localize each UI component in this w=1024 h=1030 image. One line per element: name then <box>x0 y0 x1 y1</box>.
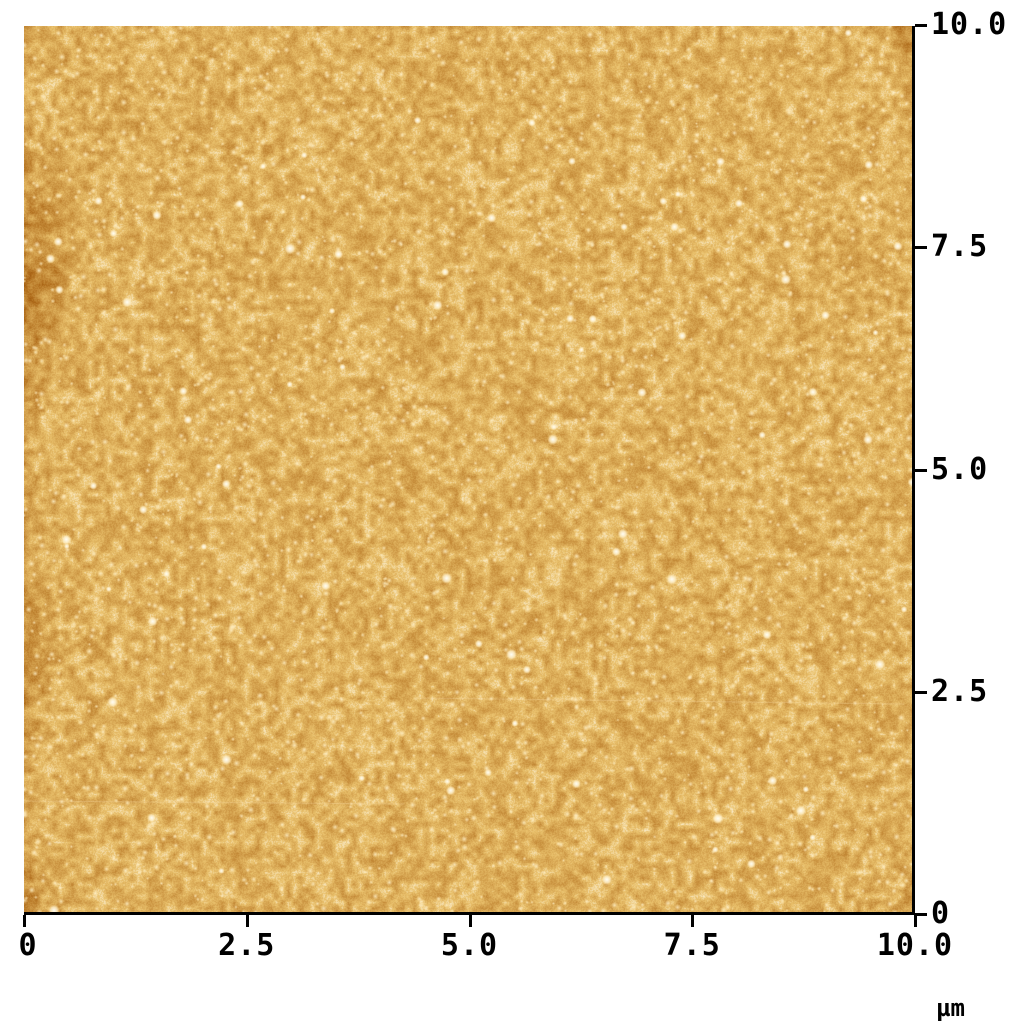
y-axis-tick <box>915 913 927 916</box>
x-axis-tick <box>468 915 472 927</box>
x-axis-tick-label: 2.5 <box>218 928 276 963</box>
y-axis-tick <box>915 468 927 472</box>
x-axis-tick-label: 7.5 <box>663 928 721 963</box>
y-axis-tick-label: 0 <box>931 896 951 931</box>
x-axis-tick-label: 5.0 <box>440 928 499 963</box>
x-axis-tick <box>245 915 249 927</box>
y-axis-tick-label: 7.5 <box>931 229 989 265</box>
x-axis-unit-label: µm <box>936 994 965 1022</box>
x-axis-tick-label: 0 <box>18 928 38 963</box>
x-axis-tick <box>23 915 26 927</box>
x-axis-tick <box>691 915 695 927</box>
y-axis-tick-label: 2.5 <box>931 673 989 709</box>
y-axis-tick <box>915 246 927 250</box>
x-axis-tick-label: 10.0 <box>876 928 954 963</box>
y-axis-tick <box>915 690 927 694</box>
afm-height-map-image <box>24 26 915 915</box>
x-axis-tick <box>914 915 917 927</box>
y-axis-tick-label: 5.0 <box>931 451 989 487</box>
y-axis-tick <box>915 24 927 27</box>
y-axis-tick-label: 10.0 <box>931 7 1008 42</box>
